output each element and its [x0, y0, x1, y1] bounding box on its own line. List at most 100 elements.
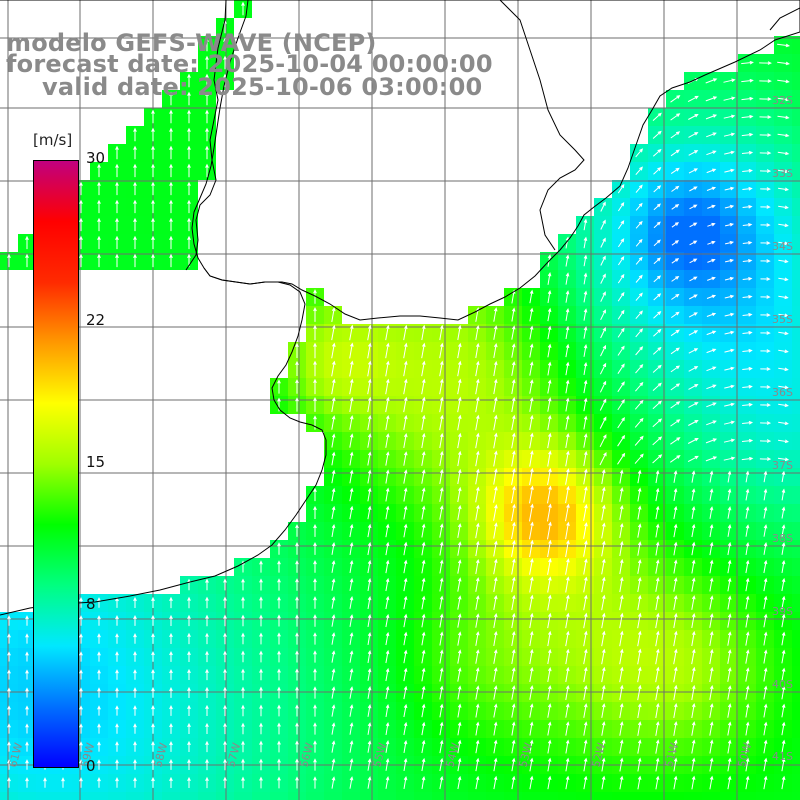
wind-arrow: [652, 148, 662, 157]
wind-arrow: [115, 633, 119, 644]
wind-arrow: [691, 648, 696, 665]
wind-arrow: [97, 235, 101, 250]
wind-arrow: [600, 273, 606, 284]
wind-arrow: [778, 421, 789, 426]
wind-arrow: [439, 595, 444, 610]
wind-arrow: [457, 504, 462, 520]
wind-arrow: [457, 378, 462, 395]
wind-arrow: [493, 612, 498, 628]
wind-arrow: [367, 324, 372, 341]
wind-arrow: [421, 505, 426, 520]
wind-arrow: [457, 577, 462, 592]
wind-arrow: [367, 469, 372, 484]
wind-arrow: [706, 348, 717, 354]
wind-arrow: [475, 342, 480, 359]
wind-speed-cell: [792, 522, 800, 540]
wind-arrow: [634, 453, 644, 464]
wind-arrow: [760, 349, 771, 353]
wind-arrow: [313, 505, 317, 519]
wind-arrow: [295, 704, 299, 717]
wind-arrow: [745, 685, 750, 700]
wind-arrow: [653, 203, 661, 211]
wind-arrow: [634, 399, 644, 410]
wind-arrow: [673, 757, 678, 772]
wind-arrow: [457, 595, 462, 610]
wind-arrow: [331, 433, 336, 448]
wind-arrow: [777, 133, 790, 138]
wind-arrow: [619, 522, 624, 538]
wind-arrow: [295, 596, 299, 609]
wind-arrow: [511, 540, 516, 557]
wind-arrow: [205, 704, 209, 716]
wind-arrow: [565, 594, 570, 611]
wind-arrow: [723, 438, 736, 443]
wind-arrow: [367, 776, 372, 789]
wind-arrow: [367, 342, 372, 359]
wind-speed-cell: [792, 378, 800, 396]
wind-arrow: [724, 240, 735, 245]
wind-arrow: [475, 450, 480, 467]
colorbar-tick: 22: [86, 311, 106, 330]
wind-arrow: [349, 433, 354, 448]
wind-speed-cell: [396, 792, 414, 800]
wind-arrow: [655, 702, 660, 719]
wind-arrow: [583, 739, 588, 754]
colorbar-unit: [m/s]: [33, 131, 73, 149]
wind-arrow: [115, 705, 119, 716]
wind-arrow: [79, 777, 83, 788]
wind-arrow: [742, 348, 753, 353]
wind-arrow: [565, 648, 570, 665]
wind-arrow: [547, 361, 552, 376]
wind-arrow: [385, 433, 390, 448]
wind-arrow: [583, 450, 588, 467]
wind-arrow: [205, 91, 209, 106]
wind-arrow: [583, 236, 588, 249]
wind-arrow: [187, 614, 191, 627]
wind-arrow: [619, 487, 624, 502]
colorbar-tick: 8: [86, 594, 96, 613]
wind-arrow: [97, 759, 101, 770]
wind-arrow: [781, 757, 786, 772]
wind-arrow: [457, 559, 462, 574]
wind-arrow: [601, 630, 606, 647]
wind-arrow: [475, 739, 480, 754]
wind-arrow: [115, 669, 119, 680]
wind-arrow: [760, 205, 771, 209]
wind-arrow: [745, 631, 750, 646]
wind-arrow: [457, 721, 462, 736]
wind-arrow: [565, 343, 570, 358]
wind-arrow: [745, 577, 750, 592]
wind-arrow: [709, 488, 714, 501]
wind-speed-cell: [792, 216, 800, 234]
wind-arrow: [151, 145, 155, 160]
wind-arrow: [707, 204, 716, 209]
wind-arrow: [691, 559, 696, 574]
wind-arrow: [187, 73, 191, 88]
wind-arrow: [707, 240, 716, 245]
wind-arrow: [511, 594, 516, 611]
wind-arrow: [97, 253, 101, 268]
wind-arrow: [439, 414, 444, 431]
wind-speed-cell: [126, 792, 144, 800]
wind-arrow: [97, 651, 101, 662]
wind-arrow: [385, 378, 390, 395]
wind-arrow: [635, 381, 644, 392]
wind-arrow: [547, 558, 552, 575]
latitude-label: 40S: [772, 678, 793, 691]
wind-arrow: [691, 470, 696, 483]
wind-arrow: [670, 167, 680, 175]
wind-arrow: [421, 649, 426, 664]
wind-arrow: [205, 127, 209, 142]
wind-arrow: [617, 363, 625, 374]
wind-speed-cell: [648, 792, 666, 800]
wind-arrow: [493, 396, 498, 413]
wind-arrow: [79, 615, 83, 626]
colorbar-tick: 30: [86, 149, 106, 167]
wind-arrow: [169, 632, 173, 644]
wind-arrow: [511, 612, 516, 629]
wind-arrow: [670, 401, 681, 409]
wind-arrow: [331, 451, 336, 466]
wind-arrow: [133, 705, 137, 716]
wind-arrow: [349, 396, 354, 413]
wind-arrow: [403, 469, 408, 484]
